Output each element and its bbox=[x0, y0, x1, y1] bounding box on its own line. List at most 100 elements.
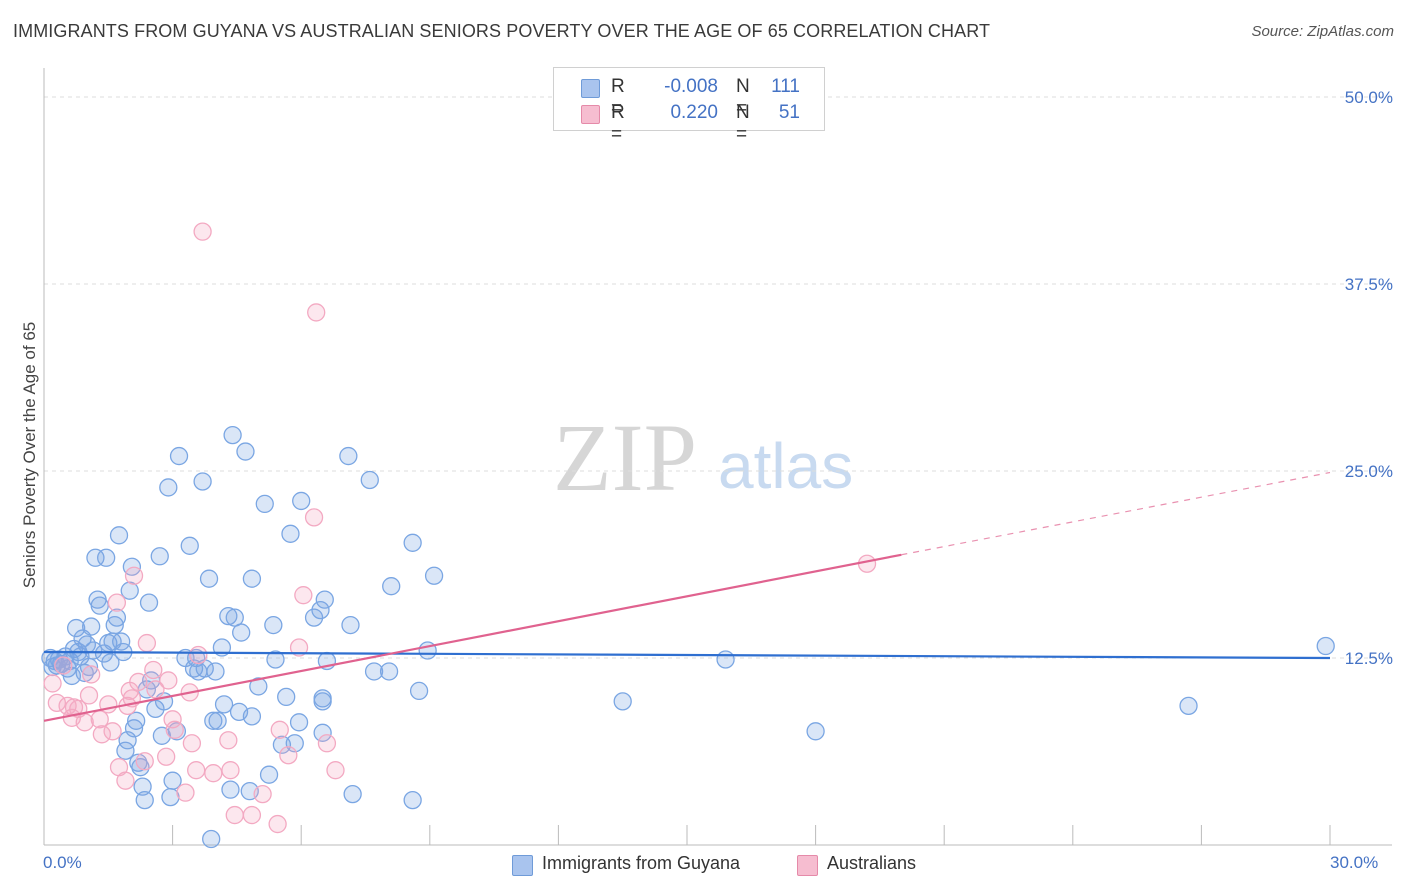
point-australians bbox=[144, 660, 163, 680]
point-guyana bbox=[67, 618, 86, 638]
point-guyana bbox=[219, 606, 238, 626]
point-guyana bbox=[409, 681, 429, 701]
point-guyana bbox=[382, 577, 401, 596]
point-guyana bbox=[82, 617, 101, 636]
point-guyana bbox=[127, 711, 146, 730]
point-australians bbox=[268, 814, 287, 834]
legend-swatch-guyana bbox=[581, 79, 600, 98]
point-guyana bbox=[339, 446, 358, 466]
point-guyana bbox=[292, 491, 311, 511]
point-australians bbox=[857, 554, 877, 573]
point-australians bbox=[189, 645, 208, 665]
point-guyana bbox=[193, 472, 212, 491]
legend-swatch-australians bbox=[797, 855, 818, 876]
point-guyana bbox=[242, 569, 262, 588]
point-guyana bbox=[360, 470, 379, 490]
point-guyana bbox=[202, 829, 221, 849]
point-guyana bbox=[169, 446, 189, 466]
point-guyana bbox=[161, 787, 180, 807]
point-guyana bbox=[120, 581, 139, 600]
point-guyana bbox=[199, 569, 219, 588]
legend-n-label: N = bbox=[736, 76, 750, 119]
point-guyana bbox=[1316, 636, 1335, 656]
point-australians bbox=[157, 747, 176, 766]
point-guyana bbox=[277, 687, 296, 707]
point-guyana bbox=[208, 711, 227, 730]
point-guyana bbox=[806, 722, 825, 741]
point-guyana bbox=[236, 442, 255, 461]
point-australians bbox=[79, 686, 99, 705]
point-australians bbox=[165, 720, 184, 739]
legend-swatch-australians bbox=[581, 105, 600, 124]
point-guyana bbox=[180, 536, 199, 555]
x-tick-max: 30.0% bbox=[1330, 853, 1379, 872]
legend-label-australians: Australians bbox=[827, 853, 917, 873]
point-australians bbox=[176, 783, 195, 802]
point-guyana bbox=[1179, 696, 1198, 716]
point-guyana bbox=[424, 566, 444, 585]
point-australians bbox=[43, 674, 62, 693]
point-guyana bbox=[403, 790, 422, 810]
point-guyana bbox=[109, 526, 129, 545]
y-tick-label: 12.5% bbox=[1345, 649, 1393, 668]
point-guyana bbox=[139, 593, 159, 612]
legend-r-value: -0.008 bbox=[664, 76, 718, 97]
point-guyana bbox=[315, 590, 334, 609]
point-guyana bbox=[403, 533, 422, 552]
y-tick-label: 50.0% bbox=[1345, 88, 1393, 107]
point-guyana bbox=[150, 547, 169, 566]
point-australians bbox=[47, 693, 67, 713]
y-tick-label: 37.5% bbox=[1345, 275, 1393, 294]
point-guyana bbox=[313, 692, 332, 711]
point-australians bbox=[103, 722, 122, 741]
point-guyana bbox=[107, 608, 127, 627]
point-guyana bbox=[613, 692, 632, 711]
point-australians bbox=[326, 761, 345, 780]
point-guyana bbox=[206, 662, 225, 681]
chart-title: IMMIGRANTS FROM GUYANA VS AUSTRALIAN SEN… bbox=[13, 21, 991, 41]
point-guyana bbox=[214, 695, 234, 714]
point-guyana bbox=[716, 650, 735, 669]
point-guyana bbox=[97, 548, 116, 567]
point-guyana bbox=[266, 650, 285, 669]
point-guyana bbox=[379, 662, 399, 681]
legend-label-guyana: Immigrants from Guyana bbox=[542, 853, 741, 873]
watermark-zip: ZIP bbox=[553, 404, 697, 511]
point-guyana bbox=[304, 608, 324, 627]
series-layer bbox=[41, 222, 1335, 849]
point-guyana bbox=[124, 719, 144, 738]
trend-line-guyana bbox=[43, 650, 1331, 660]
point-guyana bbox=[101, 653, 120, 672]
point-guyana bbox=[133, 777, 152, 796]
point-australians bbox=[82, 665, 101, 684]
point-australians bbox=[92, 725, 112, 744]
point-australians bbox=[289, 638, 309, 657]
point-guyana bbox=[84, 641, 103, 660]
point-australians bbox=[146, 680, 165, 699]
legend-n-value: 111 bbox=[771, 76, 800, 97]
point-australians bbox=[116, 771, 135, 790]
point-australians bbox=[294, 586, 313, 605]
point-australians bbox=[225, 805, 244, 825]
correlation-legend: R = -0.008 N = 111 R = 0.220 N = 51 bbox=[553, 67, 825, 145]
legend-n-label: N = bbox=[736, 102, 750, 145]
point-australians bbox=[270, 720, 289, 739]
legend-swatch-guyana bbox=[512, 855, 533, 876]
point-guyana bbox=[86, 548, 105, 567]
point-guyana bbox=[264, 615, 283, 635]
series-guyana bbox=[41, 425, 1335, 849]
point-australians bbox=[242, 805, 262, 825]
point-australians bbox=[221, 761, 240, 780]
point-australians bbox=[187, 761, 206, 780]
legend-n-value: 51 bbox=[778, 102, 800, 123]
y-tick-labels: 50.0% 37.5% 25.0% 12.5% bbox=[1345, 88, 1393, 668]
trend-layer bbox=[43, 471, 1331, 722]
point-australians bbox=[219, 731, 238, 750]
point-australians bbox=[90, 710, 109, 729]
point-guyana bbox=[311, 600, 330, 620]
point-australians bbox=[107, 593, 127, 612]
point-guyana bbox=[159, 478, 178, 497]
point-guyana bbox=[255, 494, 274, 514]
point-guyana bbox=[249, 677, 268, 696]
